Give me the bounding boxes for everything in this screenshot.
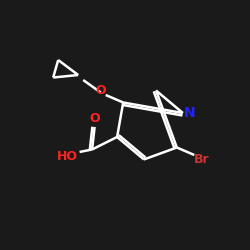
Text: O: O [89, 112, 100, 125]
Text: HO: HO [56, 150, 78, 164]
Text: Br: Br [194, 154, 210, 166]
Text: N: N [183, 106, 195, 120]
Text: O: O [96, 84, 106, 96]
